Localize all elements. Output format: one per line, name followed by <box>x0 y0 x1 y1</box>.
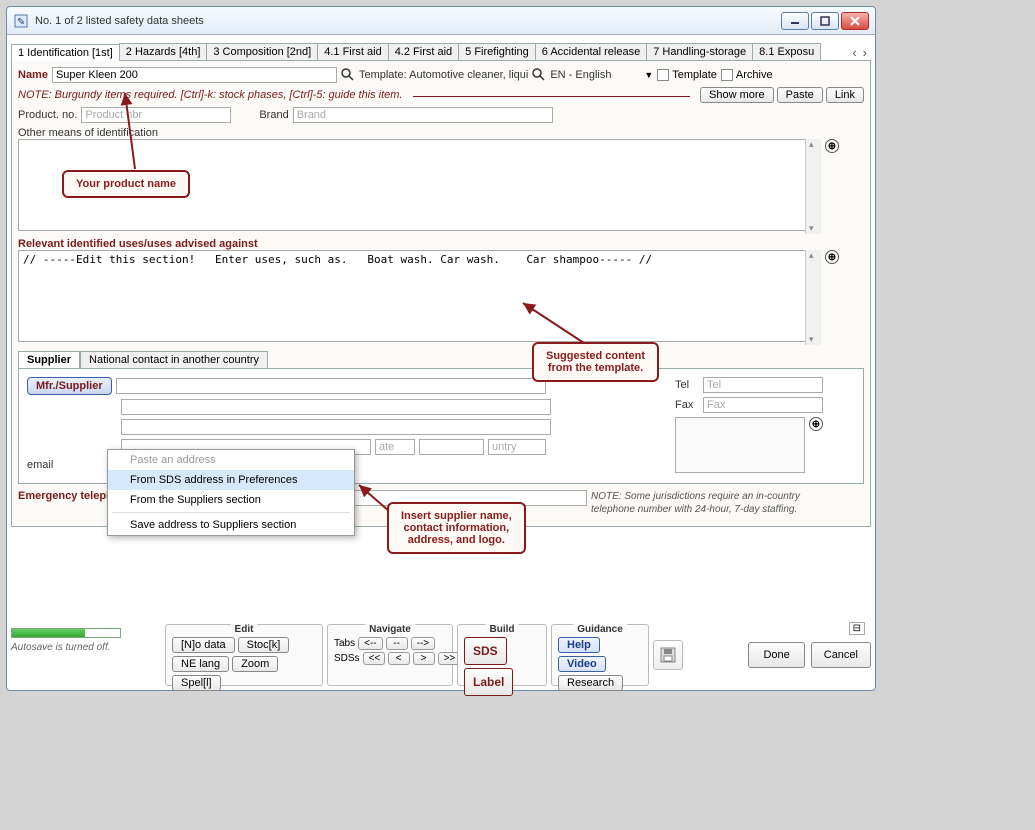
brand-label: Brand <box>259 109 288 121</box>
save-icon-button[interactable] <box>653 640 683 670</box>
add-icon[interactable]: ⊕ <box>825 250 839 264</box>
nelang-button[interactable]: NE lang <box>172 656 229 672</box>
brand-input[interactable] <box>293 107 553 123</box>
titlebar: ✎ No. 1 of 2 listed safety data sheets <box>7 7 875 35</box>
logo-slot[interactable] <box>675 417 805 473</box>
supplier-name-input[interactable] <box>116 378 546 394</box>
tab-hazards[interactable]: 2 Hazards [4th] <box>119 43 208 60</box>
tab-identification[interactable]: 1 Identification [1st] <box>11 44 120 61</box>
stock-button[interactable]: Stoc[k] <box>238 637 290 653</box>
sdss-label: SDSs <box>334 653 360 664</box>
mfr-supplier-button[interactable]: Mfr./Supplier <box>27 377 112 395</box>
email-label: email <box>27 459 113 471</box>
callout-product-name: Your product name <box>62 170 190 198</box>
emergency-note: NOTE: Some jurisdictions require an in-c… <box>591 490 811 516</box>
required-note: NOTE: Burgundy items required. [Ctrl]-k:… <box>18 89 403 101</box>
supplier-addr2-input[interactable] <box>121 419 551 435</box>
fax-input[interactable] <box>703 397 823 413</box>
show-more-button[interactable]: Show more <box>700 87 774 103</box>
tab-firstaid1[interactable]: 4.1 First aid <box>317 43 388 60</box>
minimize-button[interactable] <box>781 12 809 30</box>
nav-next-tab[interactable]: --> <box>411 637 436 650</box>
build-label-button[interactable]: Label <box>464 668 513 696</box>
callout-template-content: Suggested content from the template. <box>532 342 659 382</box>
tel-input[interactable] <box>703 377 823 393</box>
progress-block: Autosave is turned off. <box>11 624 161 686</box>
tab-handling[interactable]: 7 Handling-storage <box>646 43 753 60</box>
footer-bar: Autosave is turned off. Edit [N]o data S… <box>11 624 871 686</box>
tab-scroll-left-icon[interactable]: ‹ <box>850 45 858 60</box>
scrollbar[interactable] <box>805 139 821 234</box>
menu-from-prefs[interactable]: From SDS address in Preferences <box>108 470 354 490</box>
supplier-addr1-input[interactable] <box>121 399 551 415</box>
add-icon[interactable]: ⊕ <box>825 139 839 153</box>
nav-first[interactable]: << <box>363 652 385 665</box>
paste-button[interactable]: Paste <box>777 87 823 103</box>
guidance-group-title: Guidance <box>573 624 627 635</box>
done-button[interactable]: Done <box>748 642 804 668</box>
name-input[interactable] <box>52 67 337 83</box>
search-icon[interactable] <box>341 68 355 82</box>
collapse-icon[interactable]: ⊟ <box>849 622 865 635</box>
window-title: No. 1 of 2 listed safety data sheets <box>35 15 781 27</box>
fax-label: Fax <box>675 399 699 411</box>
name-label: Name <box>18 69 48 81</box>
tab-firefighting[interactable]: 5 Firefighting <box>458 43 536 60</box>
cancel-button[interactable]: Cancel <box>811 642 871 668</box>
tab-exposure[interactable]: 8.1 Exposu <box>752 43 821 60</box>
uses-textarea[interactable]: // -----Edit this section! Enter uses, s… <box>18 250 821 342</box>
progress-bar <box>11 628 121 638</box>
nav-mid-tab[interactable]: -- <box>386 637 408 650</box>
subtab-national[interactable]: National contact in another country <box>80 351 268 368</box>
autosave-status: Autosave is turned off. <box>11 642 161 653</box>
nav-prev-tab[interactable]: <-- <box>358 637 383 650</box>
supplier-zip-input[interactable] <box>419 439 484 455</box>
callout-supplier-info: Insert supplier name, contact informatio… <box>387 502 526 554</box>
uses-label: Relevant identified uses/uses advised ag… <box>18 238 864 250</box>
tab-composition[interactable]: 3 Composition [2nd] <box>206 43 318 60</box>
menu-paste-address[interactable]: Paste an address <box>108 450 354 470</box>
maximize-button[interactable] <box>811 12 839 30</box>
subtab-supplier[interactable]: Supplier <box>18 351 80 368</box>
svg-text:✎: ✎ <box>17 17 25 28</box>
lang-select[interactable]: EN - English <box>550 69 640 81</box>
close-button[interactable] <box>841 12 869 30</box>
app-window: ✎ No. 1 of 2 listed safety data sheets 1… <box>6 6 876 691</box>
tel-label: Tel <box>675 379 699 391</box>
template-display: Template: Automotive cleaner, liqui <box>359 69 528 81</box>
tab-accidental[interactable]: 6 Accidental release <box>535 43 647 60</box>
edit-group-title: Edit <box>231 624 258 635</box>
nav-next[interactable]: > <box>413 652 435 665</box>
app-icon: ✎ <box>13 13 29 29</box>
add-logo-icon[interactable]: ⊕ <box>809 417 823 431</box>
zoom-button[interactable]: Zoom <box>232 656 278 672</box>
build-sds-button[interactable]: SDS <box>464 637 507 665</box>
nav-group-title: Navigate <box>365 624 415 635</box>
tabs-label: Tabs <box>334 638 355 649</box>
tab-firstaid2[interactable]: 4.2 First aid <box>388 43 459 60</box>
search-icon-2[interactable] <box>532 68 546 82</box>
chevron-down-icon[interactable]: ▼ <box>644 70 653 80</box>
template-checkbox[interactable]: Template <box>657 69 717 81</box>
tab-scroll-right-icon[interactable]: › <box>861 45 869 60</box>
help-button[interactable]: Help <box>558 637 600 653</box>
video-button[interactable]: Video <box>558 656 606 672</box>
nav-prev[interactable]: < <box>388 652 410 665</box>
spell-button[interactable]: Spel[l] <box>172 675 221 691</box>
menu-from-suppliers[interactable]: From the Suppliers section <box>108 490 354 510</box>
supplier-state-input[interactable] <box>375 439 415 455</box>
product-no-label: Product. no. <box>18 109 77 121</box>
menu-save-address[interactable]: Save address to Suppliers section <box>108 515 354 535</box>
nodata-button[interactable]: [N]o data <box>172 637 235 653</box>
research-button[interactable]: Research <box>558 675 623 691</box>
main-tabstrip: 1 Identification [1st] 2 Hazards [4th] 3… <box>11 39 871 61</box>
build-group-title: Build <box>486 624 519 635</box>
supplier-country-input[interactable] <box>488 439 546 455</box>
link-button[interactable]: Link <box>826 87 864 103</box>
address-context-menu: Paste an address From SDS address in Pre… <box>107 449 355 536</box>
archive-checkbox[interactable]: Archive <box>721 69 773 81</box>
scrollbar[interactable] <box>805 250 821 345</box>
